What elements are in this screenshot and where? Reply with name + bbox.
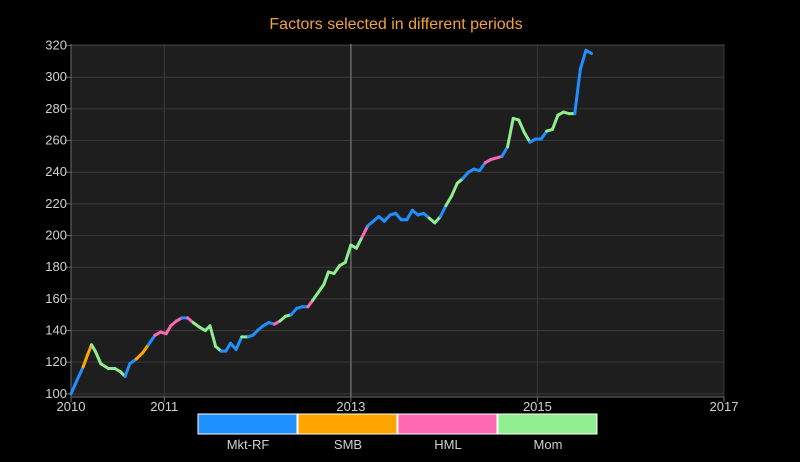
line-segment-smb (141, 343, 150, 355)
y-tick-label: 200 (45, 228, 67, 243)
x-tick-label: 2011 (150, 399, 178, 414)
y-tick-label: 100 (45, 386, 67, 401)
line-segment-hml (164, 324, 173, 336)
line-segment-mom (208, 324, 218, 348)
line-segment-mkt-rf (478, 161, 487, 173)
axes: 100 120 140 160 180 200 220 240 260 280 300 320 2010… (45, 38, 738, 414)
y-tick-label: 140 (45, 323, 67, 338)
x-tick-label: 2013 (336, 399, 365, 414)
plot-area (71, 44, 724, 397)
line-segment-mom (444, 194, 454, 207)
line-segment-mom (517, 118, 526, 135)
y-tick-label: 300 (45, 69, 67, 84)
y-tick-label: 320 (45, 38, 67, 53)
x-tick-label: 2015 (523, 399, 552, 414)
x-tick-label: 2017 (710, 399, 739, 414)
grid-lines (70, 44, 725, 397)
series-line (69, 48, 594, 396)
line-segment-mom (450, 181, 459, 198)
line-segment-mkt-rf (123, 362, 132, 378)
legend: Mkt-RF SMB HML Mom (197, 413, 598, 452)
line-segment-mkt-rf (438, 203, 448, 219)
y-tick-label: 180 (45, 259, 67, 274)
y-tick-label: 220 (45, 196, 67, 211)
line-segment-mom (322, 270, 330, 287)
y-tick-label: 120 (45, 354, 67, 369)
line-segment-smb (81, 352, 90, 369)
legend-label: Mkt-RF (227, 437, 270, 452)
line-segment-mom (332, 264, 342, 276)
legend-label: SMB (334, 437, 362, 452)
line-segment-mkt-rf (584, 48, 594, 55)
chart-title: Factors selected in different periods (269, 16, 522, 33)
legend-swatch-mom (497, 413, 598, 435)
line-segment-mom (343, 243, 353, 264)
line-segment-mom (311, 291, 320, 302)
line-segment-hml (360, 224, 370, 239)
line-segment-mom (316, 283, 326, 295)
line-segment-mkt-rf (573, 67, 582, 116)
legend-label: HML (434, 437, 461, 452)
line-segment-mom (354, 235, 364, 250)
line-segment-mkt-rf (578, 48, 588, 71)
x-tick-label: 2010 (57, 399, 86, 414)
y-tick-label: 280 (45, 101, 67, 116)
legend-swatch-mkt-rf (197, 413, 298, 435)
legend-label: Mom (534, 437, 563, 452)
line-segment-mkt-rf (405, 208, 414, 222)
line-segment-mom (522, 131, 532, 144)
line-segment-mkt-rf (75, 365, 85, 383)
line-segment-mom (93, 349, 103, 366)
y-tick-label: 240 (45, 164, 67, 179)
line-segment-mkt-rf (234, 335, 244, 352)
line-segment-mkt-rf (69, 379, 79, 396)
line-segment-mkt-rf (500, 145, 510, 158)
line-segment-mkt-rf (146, 333, 157, 347)
line-segment-mom (506, 116, 515, 149)
legend-swatch-smb (297, 413, 398, 435)
line-segment-smb (134, 351, 145, 361)
y-tick-label: 160 (45, 291, 67, 306)
line-segment-mkt-rf (539, 129, 549, 141)
legend-swatch-hml (397, 413, 498, 435)
y-tick-label: 260 (45, 133, 67, 148)
line-segment-mom (550, 113, 560, 131)
